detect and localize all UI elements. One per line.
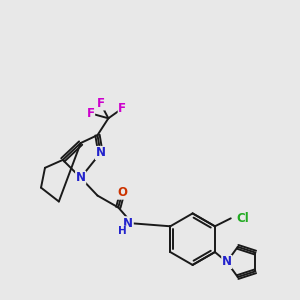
Text: N: N <box>95 146 106 160</box>
Text: Cl: Cl <box>237 212 250 225</box>
Text: N: N <box>76 171 85 184</box>
Text: F: F <box>97 97 104 110</box>
Text: N: N <box>222 256 232 268</box>
Text: N: N <box>123 217 133 230</box>
Text: H: H <box>118 226 127 236</box>
Text: F: F <box>118 102 126 115</box>
Text: O: O <box>117 186 127 199</box>
Text: F: F <box>87 107 94 120</box>
